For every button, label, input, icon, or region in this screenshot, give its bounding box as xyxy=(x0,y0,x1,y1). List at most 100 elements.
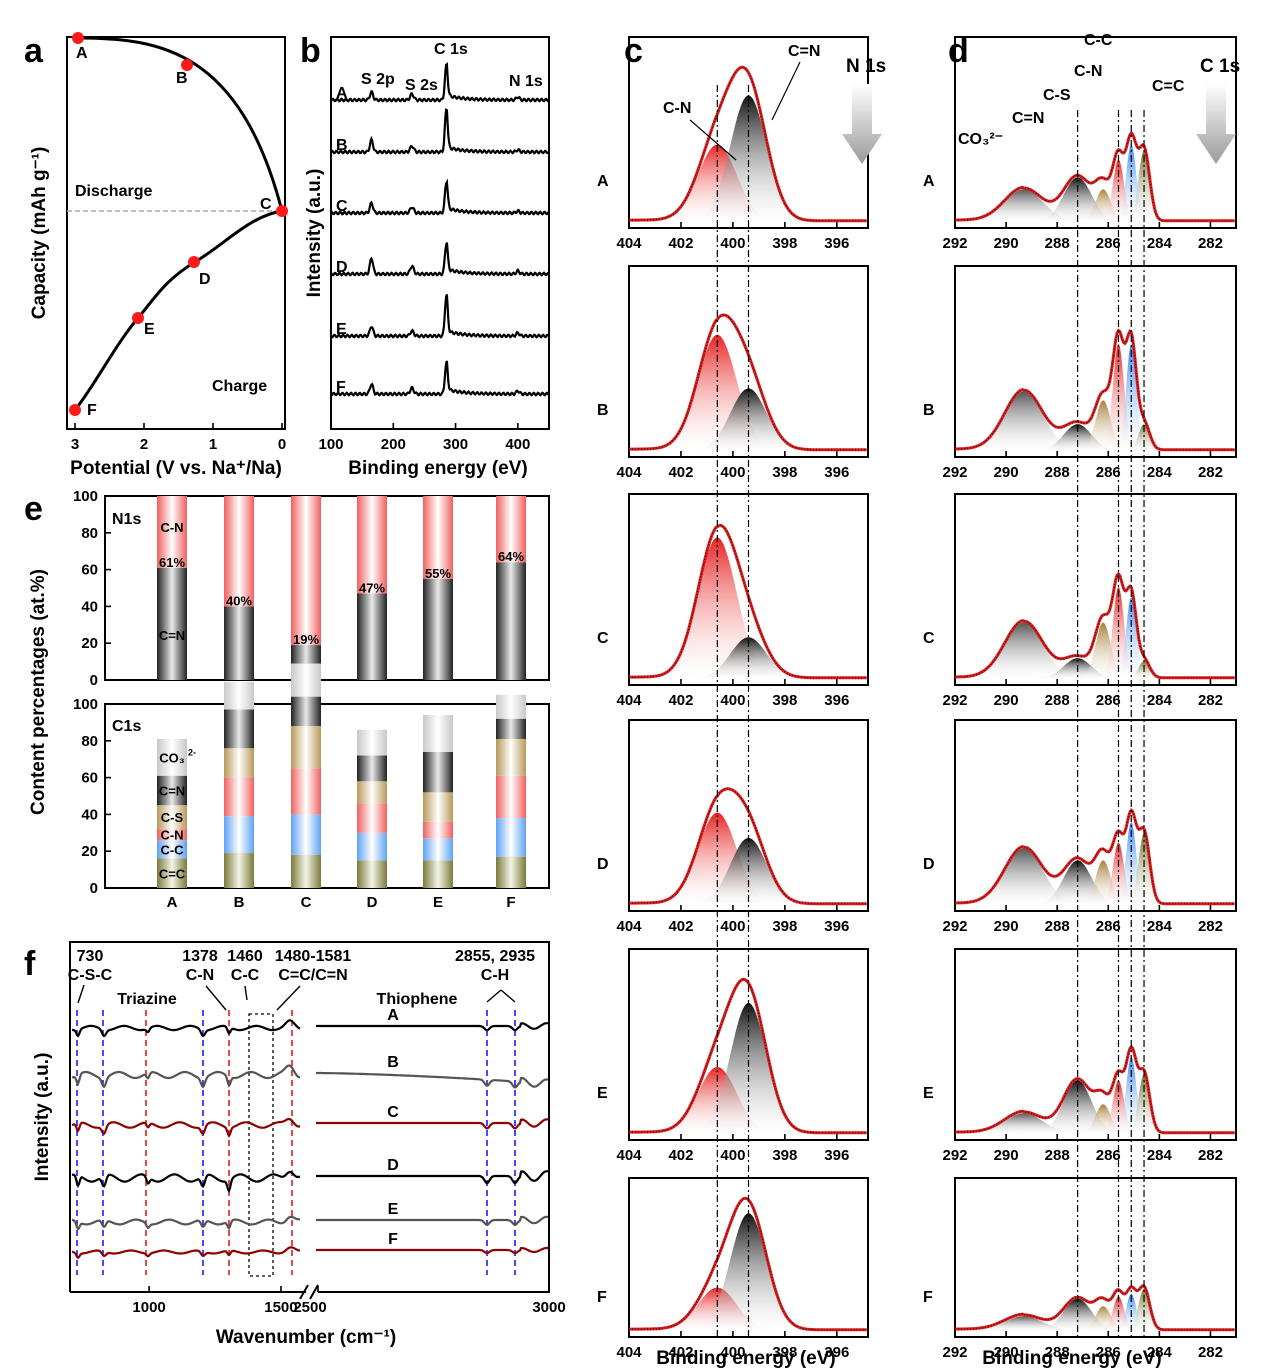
panel-d-title: C 1s xyxy=(1200,56,1240,77)
bar-segment xyxy=(496,818,526,857)
x-tick-label: 288 xyxy=(1045,918,1070,935)
x-tick-label: 2500 xyxy=(293,1299,326,1316)
panel-letter-d: d xyxy=(948,32,969,70)
ftir-spectrum-high xyxy=(316,1022,549,1032)
x-tick-label: 398 xyxy=(772,464,797,481)
bar-c-eq-n xyxy=(157,567,187,680)
x-tick-label: 402 xyxy=(668,464,693,481)
x-tick-label: 400 xyxy=(720,464,745,481)
x-tick-label: 282 xyxy=(1198,1344,1223,1361)
component-label: C-C xyxy=(1084,32,1113,49)
panel-c-title: N 1s xyxy=(846,56,886,77)
series-label: B xyxy=(336,137,348,154)
bar-c-n xyxy=(496,496,526,563)
spectrum-frame xyxy=(954,265,1237,458)
x-tick-label: 400 xyxy=(720,235,745,252)
x-tick-label: 286 xyxy=(1096,235,1121,252)
spectrum-frame xyxy=(954,36,1237,229)
y-tick-label: 0 xyxy=(90,880,98,897)
fit-component xyxy=(955,860,1236,905)
state-point-label: E xyxy=(144,321,155,338)
panel-b-peak-labels: S 2p S 2s C 1s N 1s xyxy=(361,41,543,94)
fit-component xyxy=(955,622,1236,679)
state-point-C xyxy=(276,205,288,217)
spectrum-frame xyxy=(954,948,1237,1141)
fit-component xyxy=(955,1316,1236,1331)
fit-component xyxy=(629,812,868,905)
x-tick-label: 400 xyxy=(720,1147,745,1164)
envelope-fit xyxy=(955,328,1235,452)
annotation-group: C-N xyxy=(186,967,214,984)
ftir-spectrum-low xyxy=(71,1170,301,1194)
fit-component xyxy=(955,622,1236,679)
panel-c-stack: 404 402 400 398 396 A 404 402 400 398 396 B 404 402 40… xyxy=(597,36,869,1361)
panel-e-y-label: Content percentages (at.%) xyxy=(28,569,49,815)
annotation-arrow xyxy=(276,985,301,1011)
bar-segment xyxy=(496,856,526,888)
ftir-spectrum-low xyxy=(71,1117,301,1138)
state-point-F xyxy=(69,404,81,416)
fit-component xyxy=(629,334,868,451)
state-point-label: A xyxy=(76,45,88,62)
bar-c-n xyxy=(357,496,387,594)
component-label: C=N xyxy=(1012,110,1044,127)
series-label: C xyxy=(387,1104,399,1121)
fit-component xyxy=(955,391,1236,451)
peak-label: N 1s xyxy=(509,73,543,90)
spectrum-frame xyxy=(954,1177,1237,1338)
y-tick-label: 20 xyxy=(81,843,98,860)
x-tick-label: 292 xyxy=(942,1147,967,1164)
x-tick-label: A xyxy=(167,894,178,911)
annotation-arrow xyxy=(500,989,516,1003)
y-tick-label: 100 xyxy=(73,488,98,505)
peak-label: S 2p xyxy=(361,71,395,88)
x-tick-label: F xyxy=(506,894,515,911)
annotation-wavenumber: 1378 xyxy=(182,948,218,965)
survey-spectrum xyxy=(330,360,550,397)
state-point-label: F xyxy=(87,402,97,419)
component-pointer xyxy=(689,119,737,161)
measured-data xyxy=(629,788,867,905)
state-point-A xyxy=(72,32,84,44)
x-tick-label: 396 xyxy=(824,692,849,709)
component-label: C-N xyxy=(663,100,691,117)
y-tick-label: 60 xyxy=(81,770,98,787)
series-label: B xyxy=(387,1054,399,1071)
series-label: A xyxy=(597,173,609,190)
x-tick-label: 1000 xyxy=(132,1299,165,1316)
x-tick-label: 284 xyxy=(1147,918,1173,935)
x-tick-label: 290 xyxy=(994,918,1019,935)
x-tick-label: 288 xyxy=(1045,235,1070,252)
component-label: C-N xyxy=(1074,63,1102,80)
panel-c-down-arrow xyxy=(842,84,882,164)
x-tick-label: 282 xyxy=(1198,235,1223,252)
x-tick-label: 286 xyxy=(1096,692,1121,709)
panel-a-state-points: A B C D E F xyxy=(69,32,288,419)
annotation-arrow xyxy=(486,989,502,1003)
bar-segment xyxy=(291,768,321,815)
state-point-label: C xyxy=(260,196,272,213)
bar-value-label: 47% xyxy=(359,581,385,596)
series-label: C xyxy=(336,198,348,215)
series-label: E xyxy=(336,321,347,338)
segment-label: C=C xyxy=(159,866,186,881)
bar-value-label: 64% xyxy=(498,549,524,564)
survey-spectrum xyxy=(330,61,549,103)
panel-b-x-label: Binding energy (eV) xyxy=(348,458,527,479)
x-tick-label: 290 xyxy=(994,464,1019,481)
x-tick-label: 398 xyxy=(772,1147,797,1164)
x-tick-label: 292 xyxy=(942,464,967,481)
bar-value-label: 61% xyxy=(159,555,185,570)
axis-break-left xyxy=(299,1284,309,1300)
annotation-wavenumber: 1480-1581 xyxy=(275,948,352,965)
series-label: A xyxy=(923,173,935,190)
x-tick-label: D xyxy=(367,894,378,911)
x-tick-label: 300 xyxy=(443,436,468,453)
y-tick-label: 60 xyxy=(81,562,98,579)
x-tick-label: 396 xyxy=(824,235,849,252)
panel-e-c1s-title: C1s xyxy=(112,718,141,735)
x-tick-label: 0 xyxy=(278,436,286,453)
fit-component xyxy=(955,1306,1236,1331)
